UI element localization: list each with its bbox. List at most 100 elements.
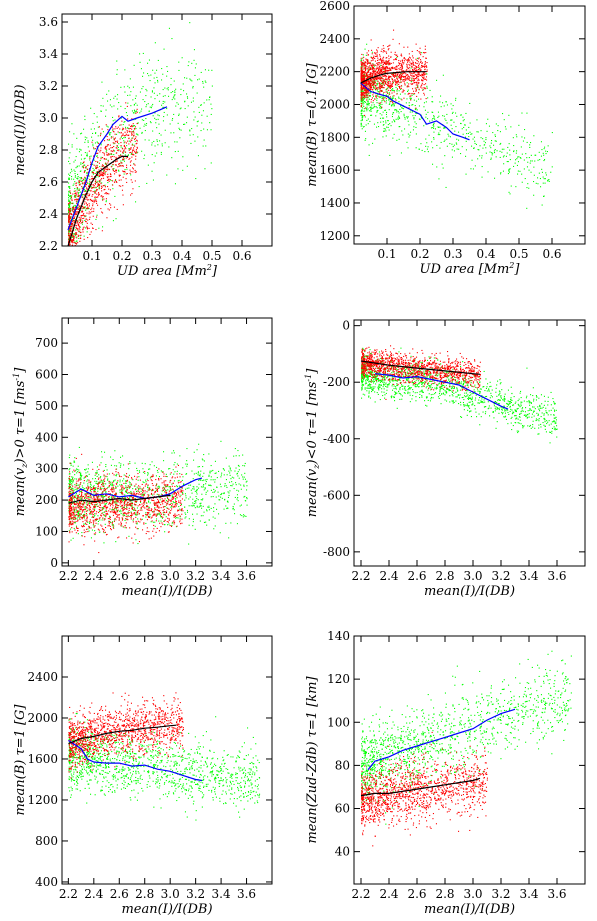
data-point bbox=[384, 74, 386, 76]
data-point bbox=[508, 170, 510, 172]
data-point bbox=[181, 479, 183, 481]
data-point bbox=[516, 164, 518, 166]
data-point bbox=[386, 78, 388, 80]
data-point bbox=[226, 474, 228, 476]
data-point bbox=[404, 78, 406, 80]
data-point bbox=[93, 185, 95, 187]
data-point bbox=[425, 66, 427, 68]
data-point bbox=[114, 128, 116, 130]
data-point bbox=[179, 137, 181, 139]
data-point bbox=[446, 113, 448, 115]
data-point bbox=[385, 63, 387, 65]
data-point bbox=[95, 132, 97, 134]
data-point bbox=[509, 193, 511, 195]
data-point bbox=[367, 84, 369, 86]
data-point bbox=[121, 120, 123, 122]
data-point bbox=[382, 99, 384, 101]
data-point bbox=[364, 64, 366, 66]
data-point bbox=[116, 147, 118, 149]
data-point bbox=[120, 513, 122, 515]
data-point bbox=[417, 66, 419, 68]
data-point bbox=[507, 146, 509, 148]
data-point bbox=[84, 194, 86, 196]
data-point bbox=[81, 211, 83, 213]
data-point bbox=[381, 90, 383, 92]
data-point bbox=[96, 196, 98, 198]
data-point bbox=[200, 470, 202, 472]
data-point bbox=[89, 157, 91, 159]
data-point bbox=[68, 182, 70, 184]
data-point bbox=[450, 119, 452, 121]
data-point bbox=[368, 92, 370, 94]
data-point bbox=[245, 481, 247, 483]
data-point bbox=[159, 93, 161, 95]
data-point bbox=[105, 147, 107, 149]
data-point bbox=[381, 69, 383, 71]
data-point bbox=[86, 155, 88, 157]
data-point bbox=[69, 201, 71, 203]
data-point bbox=[409, 69, 411, 71]
data-point bbox=[132, 154, 134, 156]
data-point bbox=[438, 178, 440, 180]
data-point bbox=[159, 140, 161, 142]
data-point bbox=[87, 141, 89, 143]
data-point bbox=[389, 69, 391, 71]
data-point bbox=[406, 116, 408, 118]
data-point bbox=[135, 201, 137, 203]
data-point bbox=[133, 134, 135, 136]
data-point bbox=[430, 127, 432, 129]
data-point bbox=[112, 142, 114, 144]
data-point bbox=[71, 195, 73, 197]
data-point bbox=[172, 501, 174, 503]
data-point bbox=[178, 69, 180, 71]
data-point bbox=[113, 139, 115, 141]
data-point bbox=[485, 123, 487, 125]
data-point bbox=[73, 221, 75, 223]
data-point bbox=[68, 220, 70, 222]
data-point bbox=[377, 75, 379, 77]
data-point bbox=[92, 194, 94, 196]
data-point bbox=[404, 93, 406, 95]
data-point bbox=[85, 196, 87, 198]
data-point bbox=[403, 57, 405, 59]
data-point bbox=[121, 189, 123, 191]
data-point bbox=[393, 90, 395, 92]
data-point bbox=[126, 506, 128, 508]
data-point bbox=[361, 92, 363, 94]
data-point bbox=[143, 72, 145, 74]
data-point bbox=[197, 155, 199, 157]
data-point bbox=[122, 194, 124, 196]
data-point bbox=[116, 60, 118, 62]
data-point bbox=[149, 80, 151, 82]
data-point bbox=[461, 146, 463, 148]
data-point bbox=[90, 189, 92, 191]
data-point bbox=[115, 161, 117, 163]
data-point bbox=[103, 490, 105, 492]
data-point bbox=[470, 168, 472, 170]
data-point bbox=[384, 70, 386, 72]
data-point bbox=[95, 132, 97, 134]
data-point bbox=[480, 130, 482, 132]
data-point bbox=[103, 469, 105, 471]
data-point bbox=[385, 51, 387, 53]
data-point bbox=[385, 135, 387, 137]
data-point bbox=[69, 202, 71, 204]
data-point bbox=[372, 67, 374, 69]
data-point bbox=[391, 85, 393, 87]
data-point bbox=[243, 476, 245, 478]
y-tick-label: 1200 bbox=[319, 229, 350, 243]
data-point bbox=[131, 125, 133, 127]
data-point bbox=[93, 169, 95, 171]
data-point bbox=[98, 180, 100, 182]
data-point bbox=[89, 216, 91, 218]
data-point bbox=[70, 213, 72, 215]
data-point bbox=[465, 149, 467, 151]
data-point bbox=[368, 95, 370, 97]
data-point bbox=[133, 147, 135, 149]
data-point bbox=[193, 451, 195, 453]
data-point bbox=[145, 124, 147, 126]
data-point bbox=[530, 142, 532, 144]
data-point bbox=[73, 510, 75, 512]
data-point bbox=[391, 66, 393, 68]
data-point bbox=[75, 185, 77, 187]
